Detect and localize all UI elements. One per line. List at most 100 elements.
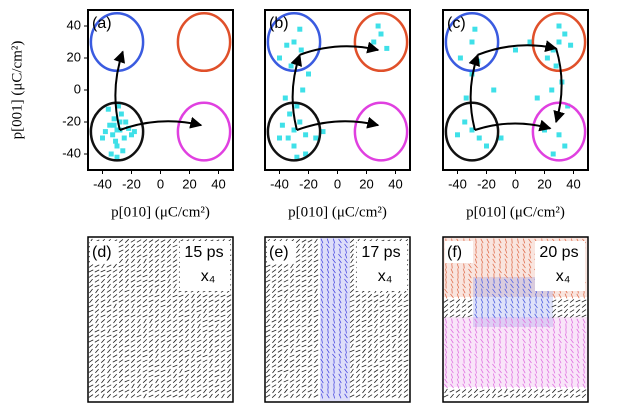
data-point bbox=[287, 112, 292, 117]
scale-label: x₄ bbox=[556, 268, 571, 285]
x-axis-label: p[010] (μC/cm²) bbox=[288, 204, 387, 220]
data-point bbox=[562, 32, 567, 37]
x-tick-label: -20 bbox=[122, 176, 141, 191]
panel-label: (b) bbox=[269, 15, 289, 32]
x-tick-label: 40 bbox=[388, 176, 402, 191]
data-point bbox=[284, 43, 289, 48]
time-label: 17 ps bbox=[361, 244, 400, 261]
data-point bbox=[122, 136, 127, 141]
dipole bbox=[488, 324, 489, 329]
y-tick-label: 40 bbox=[67, 17, 81, 32]
data-point bbox=[113, 139, 118, 144]
dipole bbox=[584, 349, 585, 354]
data-point bbox=[549, 88, 554, 93]
data-point bbox=[299, 48, 304, 53]
data-point bbox=[470, 40, 475, 45]
dipole bbox=[560, 349, 561, 354]
x-axis-label: p[010] (μC/cm²) bbox=[111, 204, 210, 220]
data-point bbox=[371, 40, 376, 45]
data-point bbox=[557, 132, 562, 137]
data-point bbox=[292, 40, 297, 45]
data-point bbox=[110, 132, 115, 137]
data-point bbox=[286, 136, 291, 141]
x-tick-label: 40 bbox=[566, 176, 580, 191]
plot-area bbox=[265, 10, 410, 170]
dipole bbox=[494, 279, 495, 284]
scale-label: x₄ bbox=[378, 268, 393, 285]
data-point bbox=[554, 64, 559, 69]
time-label: 15 ps bbox=[184, 244, 223, 261]
data-point bbox=[464, 96, 469, 101]
data-point bbox=[112, 116, 117, 121]
data-point bbox=[455, 132, 460, 137]
dipole bbox=[494, 354, 495, 359]
data-point bbox=[551, 152, 556, 157]
data-point bbox=[115, 155, 120, 160]
plot-area bbox=[88, 10, 233, 170]
x-tick-label: 0 bbox=[334, 176, 341, 191]
data-point bbox=[100, 136, 105, 141]
dipole bbox=[458, 269, 459, 274]
x-tick-label: -40 bbox=[270, 176, 289, 191]
data-point bbox=[313, 136, 318, 141]
data-point bbox=[106, 107, 111, 112]
x-tick-label: -20 bbox=[299, 176, 318, 191]
y-tick-label: -20 bbox=[62, 113, 81, 128]
data-point bbox=[458, 56, 463, 61]
data-point bbox=[379, 32, 384, 37]
data-point bbox=[115, 144, 120, 149]
x-tick-label: -40 bbox=[93, 176, 112, 191]
data-point bbox=[297, 120, 302, 125]
data-point bbox=[562, 144, 567, 149]
y-axis-label: p[001] (μC/cm²) bbox=[9, 41, 25, 140]
data-point bbox=[545, 56, 550, 61]
data-point bbox=[277, 56, 282, 61]
dipole bbox=[506, 299, 507, 304]
data-point bbox=[557, 24, 562, 29]
data-point bbox=[132, 129, 137, 134]
data-point bbox=[376, 24, 381, 29]
data-point bbox=[306, 72, 311, 77]
panel-label: (f) bbox=[447, 244, 462, 261]
data-point bbox=[472, 27, 477, 32]
y-tick-label: 20 bbox=[67, 49, 81, 64]
data-point bbox=[384, 46, 389, 51]
scale-label: x₄ bbox=[201, 268, 216, 285]
data-point bbox=[103, 129, 108, 134]
x-tick-label: 0 bbox=[157, 176, 164, 191]
data-point bbox=[484, 144, 489, 149]
data-point bbox=[557, 40, 562, 45]
dipole bbox=[334, 244, 335, 249]
x-tick-label: 40 bbox=[211, 176, 225, 191]
data-point bbox=[491, 88, 496, 93]
data-point bbox=[109, 152, 114, 157]
x-tick-label: 20 bbox=[537, 176, 551, 191]
data-point bbox=[535, 96, 540, 101]
panel-label: (e) bbox=[269, 244, 289, 261]
x-tick-label: -20 bbox=[477, 176, 496, 191]
time-label: 20 ps bbox=[539, 244, 578, 261]
x-tick-label: 0 bbox=[512, 176, 519, 191]
data-point bbox=[513, 48, 518, 53]
panel-label: (d) bbox=[92, 244, 112, 261]
data-point bbox=[499, 136, 504, 141]
data-point bbox=[297, 27, 302, 32]
data-point bbox=[477, 136, 482, 141]
data-point bbox=[300, 88, 305, 93]
dipole bbox=[500, 359, 501, 364]
data-point bbox=[112, 123, 117, 128]
dipole bbox=[340, 249, 341, 254]
y-tick-label: 0 bbox=[74, 81, 81, 96]
data-point bbox=[277, 136, 282, 141]
panel-label: (c) bbox=[447, 15, 466, 32]
panel-label: (a) bbox=[92, 15, 112, 32]
data-point bbox=[303, 132, 308, 137]
dipole bbox=[506, 334, 507, 339]
data-point bbox=[289, 64, 294, 69]
y-tick-label: -40 bbox=[62, 145, 81, 160]
data-point bbox=[280, 123, 285, 128]
dipole bbox=[500, 339, 501, 344]
data-point bbox=[568, 43, 573, 48]
data-point bbox=[292, 144, 297, 149]
